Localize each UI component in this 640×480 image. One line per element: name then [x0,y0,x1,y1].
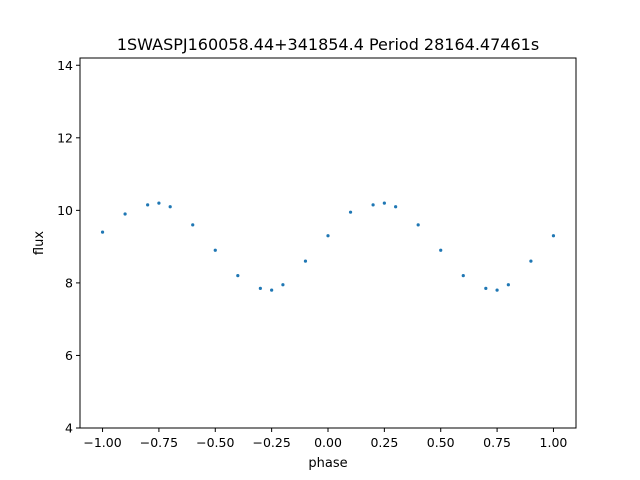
data-point [439,248,443,252]
chart-title: 1SWASPJ160058.44+341854.4 Period 28164.4… [117,35,539,54]
x-axis-ticks: −1.00 −0.75 −0.50 −0.25 0.00 0.25 0.50 0.75 1.00 [83,428,567,450]
data-point [371,203,375,207]
data-point [100,230,105,234]
data-point [236,274,240,278]
data-point [506,283,510,287]
data-point [461,274,465,278]
data-point [416,223,420,227]
data-point [168,205,172,209]
data-point [191,223,195,227]
x-tick-label: −0.25 [252,435,290,450]
data-point [348,210,353,214]
data-point [146,203,150,207]
data-point [382,201,386,205]
y-tick-label: 4 [65,421,73,436]
data-point [258,286,262,290]
y-axis-ticks: 4 6 8 10 12 14 [57,58,80,436]
y-axis-label: flux [32,231,47,255]
data-point [484,286,488,290]
data-point [270,288,274,292]
y-tick-label: 10 [57,203,73,218]
data-point [495,288,499,292]
data-point [281,283,285,287]
x-tick-label: 0.50 [427,435,455,450]
y-tick-label: 14 [57,58,73,73]
data-point [551,234,556,238]
x-tick-label: −0.75 [140,435,178,450]
data-point [157,201,161,205]
data-point [213,248,217,252]
x-tick-label: 0.00 [314,435,342,450]
data-point [303,259,308,263]
x-tick-label: 1.00 [540,435,568,450]
x-tick-label: −1.00 [83,435,121,450]
y-tick-label: 12 [57,130,73,145]
data-point [123,212,127,216]
data-points [100,201,556,292]
data-point [326,234,330,238]
data-point [529,259,533,263]
data-point [394,205,398,209]
x-tick-label: −0.50 [196,435,234,450]
y-tick-label: 8 [65,275,73,290]
y-tick-label: 6 [65,348,73,363]
plot-frame [79,57,577,429]
x-tick-label: 0.25 [370,435,398,450]
x-axis-label: phase [308,456,347,471]
x-tick-label: 0.75 [483,435,511,450]
